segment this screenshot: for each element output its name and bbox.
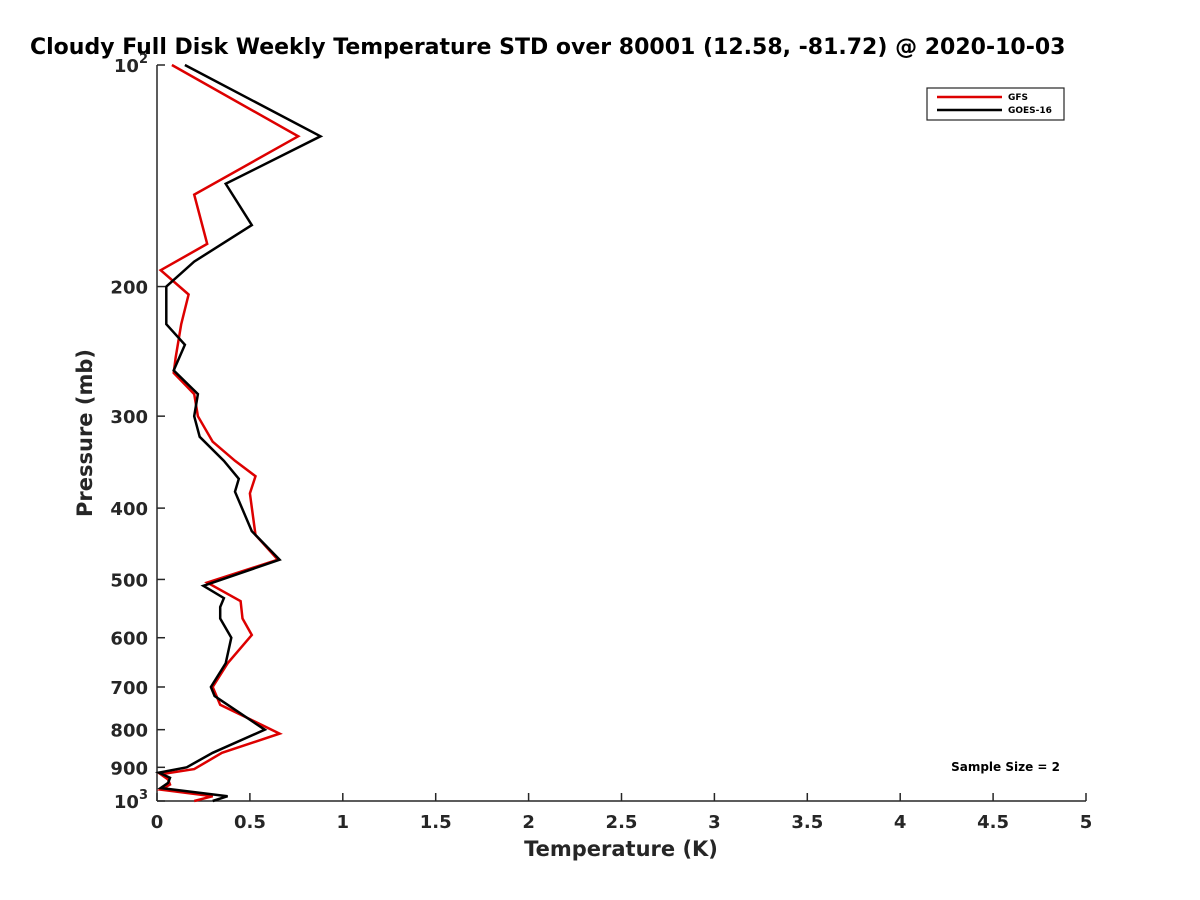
legend: GFS GOES-16 <box>926 87 1065 121</box>
x-tick-label: 4 <box>894 812 907 833</box>
plot-area <box>156 65 1086 802</box>
y-tick-label: 600 <box>110 629 148 650</box>
series-lines <box>154 63 324 803</box>
legend-label-gfs: GFS <box>1008 93 1028 103</box>
x-tick-label: 0 <box>151 812 164 833</box>
x-tick-label: 0.5 <box>234 812 266 833</box>
x-tick-label: 5 <box>1080 812 1093 833</box>
legend-label-goes-16: GOES-16 <box>1008 106 1052 116</box>
x-tick-label: 2.5 <box>606 812 638 833</box>
x-axis-label: Temperature (K) <box>524 837 718 861</box>
chart-title: Cloudy Full Disk Weekly Temperature STD … <box>30 35 1065 60</box>
y-tick-label: 500 <box>110 570 148 591</box>
y-tick-label: 300 <box>110 407 148 428</box>
x-tick-label: 3 <box>708 812 721 833</box>
y-tick-label: 102 <box>114 52 148 77</box>
series-line-goes-16 <box>154 63 324 803</box>
y-tick-exponent: 2 <box>139 52 148 67</box>
y-tick-label: 200 <box>110 278 148 299</box>
x-tick-label: 1 <box>337 812 350 833</box>
y-tick-label: 103 <box>114 788 148 813</box>
x-tick-label: 4.5 <box>977 812 1009 833</box>
y-tick-label: 900 <box>110 758 148 779</box>
y-tick-label: 400 <box>110 499 148 520</box>
y-tick-base: 10 <box>114 792 139 813</box>
y-tick-label: 800 <box>110 721 148 742</box>
series-line-gfs <box>156 63 301 803</box>
y-tick-base: 10 <box>114 56 139 77</box>
y-tick-label: 700 <box>110 678 148 699</box>
legend-box <box>926 87 1065 121</box>
x-tick-label: 3.5 <box>791 812 823 833</box>
x-tick-label: 2 <box>522 812 535 833</box>
x-axis-ticks: 0 0.5 1 1.5 2 2.5 3 3.5 4 4.5 5 <box>151 793 1093 833</box>
y-tick-exponent: 3 <box>139 788 148 803</box>
sample-size-annotation: Sample Size = 2 <box>951 760 1060 774</box>
y-axis-label: Pressure (mb) <box>73 349 97 517</box>
x-tick-label: 1.5 <box>420 812 452 833</box>
